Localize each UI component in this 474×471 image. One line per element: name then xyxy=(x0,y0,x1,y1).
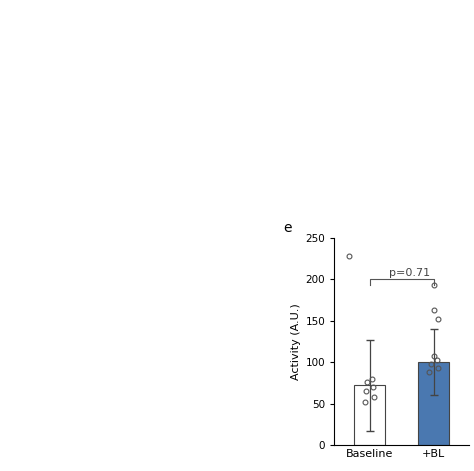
Bar xyxy=(419,362,449,445)
Y-axis label: Activity (A.U.): Activity (A.U.) xyxy=(291,303,301,380)
Text: p=0.71: p=0.71 xyxy=(389,268,430,277)
Text: e: e xyxy=(283,221,292,236)
Bar xyxy=(354,385,385,445)
